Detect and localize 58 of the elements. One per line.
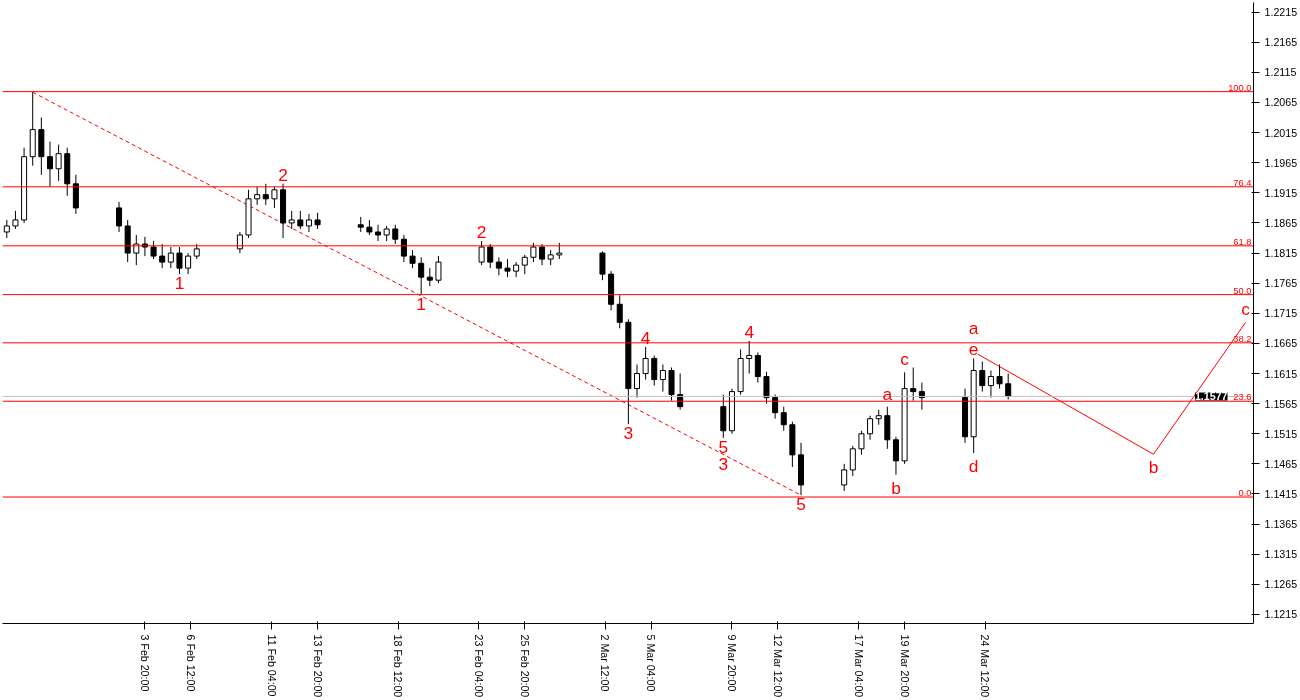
ref-line-label: 1.1577 — [1194, 390, 1228, 403]
annotation: 0.0 — [1238, 488, 1252, 499]
x-tick-label: 12 Mar 12:00 — [771, 634, 784, 698]
annotation: 1 — [416, 293, 426, 314]
y-tick-label: 1.2065 — [1264, 96, 1298, 109]
annotation: c — [1241, 299, 1251, 320]
annotation: 76.4 — [1233, 177, 1252, 188]
x-tick-label: 18 Feb 12:00 — [392, 634, 405, 698]
y-tick-label: 1.1465 — [1264, 457, 1298, 470]
y-tick-label: 1.1565 — [1264, 397, 1298, 410]
x-tick-label: 3 Feb 20:00 — [138, 634, 151, 692]
y-tick-label: 1.1865 — [1264, 216, 1298, 229]
y-tick-label: 1.2115 — [1264, 66, 1297, 79]
x-tick-label: 6 Feb 12:00 — [184, 634, 197, 692]
y-tick-label: 1.1715 — [1264, 307, 1298, 320]
y-tick-label: 1.1415 — [1264, 488, 1298, 500]
y-tick-label: 1.2215 — [1264, 6, 1298, 19]
x-tick-label: 13 Feb 20:00 — [311, 634, 324, 698]
annotation: 5 — [796, 494, 806, 515]
y-tick-label: 1.1365 — [1264, 518, 1298, 531]
annotation: b — [891, 477, 901, 498]
x-tick-label: 24 Mar 12:00 — [979, 634, 992, 698]
x-tick-label: 19 Mar 20:00 — [898, 634, 911, 698]
x-tick-label: 5 Mar 04:00 — [645, 634, 658, 692]
y-tick-label: 1.1265 — [1264, 578, 1298, 591]
x-tick-label: 11 Feb 04:00 — [265, 634, 278, 697]
annotation: 23.6 — [1233, 392, 1252, 403]
y-tick-label: 1.1815 — [1264, 247, 1298, 260]
annotation: c — [900, 349, 910, 370]
annotation: b — [1148, 457, 1159, 478]
y-tick-label: 1.1615 — [1264, 367, 1298, 380]
y-tick-label: 1.1665 — [1264, 337, 1298, 350]
x-tick-label: 23 Feb 04:00 — [472, 634, 485, 698]
x-tick-label: 25 Feb 20:00 — [518, 634, 531, 698]
y-tick-label: 1.1765 — [1264, 277, 1298, 290]
annotation: 1 — [174, 273, 185, 294]
annotation: 50.0 — [1233, 285, 1252, 296]
annotation: 4 — [744, 322, 755, 343]
y-tick-label: 1.1915 — [1264, 186, 1298, 199]
y-tick-label: 1.1515 — [1264, 427, 1298, 440]
x-tick-label: 2 Mar 12:00 — [599, 634, 612, 692]
annotation: 2 — [278, 164, 288, 185]
y-tick-label: 1.2015 — [1264, 126, 1298, 139]
annotation: e — [968, 339, 979, 360]
y-tick-label: 1.1965 — [1264, 156, 1298, 169]
y-tick-label: 1.2165 — [1264, 36, 1298, 49]
y-tick-label: 1.1215 — [1264, 608, 1298, 621]
annotation: a — [882, 383, 893, 404]
annotation: 100.0 — [1228, 82, 1252, 93]
annotation: 38.2 — [1233, 333, 1252, 344]
annotation: d — [968, 456, 979, 477]
x-tick-label: 9 Mar 20:00 — [725, 634, 738, 692]
x-tick-label: 17 Mar 04:00 — [852, 634, 865, 698]
annotation: 2 — [476, 222, 487, 243]
annotation: 61.8 — [1233, 236, 1252, 247]
y-tick-label: 1.1315 — [1264, 548, 1298, 561]
annotation: a — [968, 318, 979, 339]
annotation: 3 — [623, 423, 634, 444]
